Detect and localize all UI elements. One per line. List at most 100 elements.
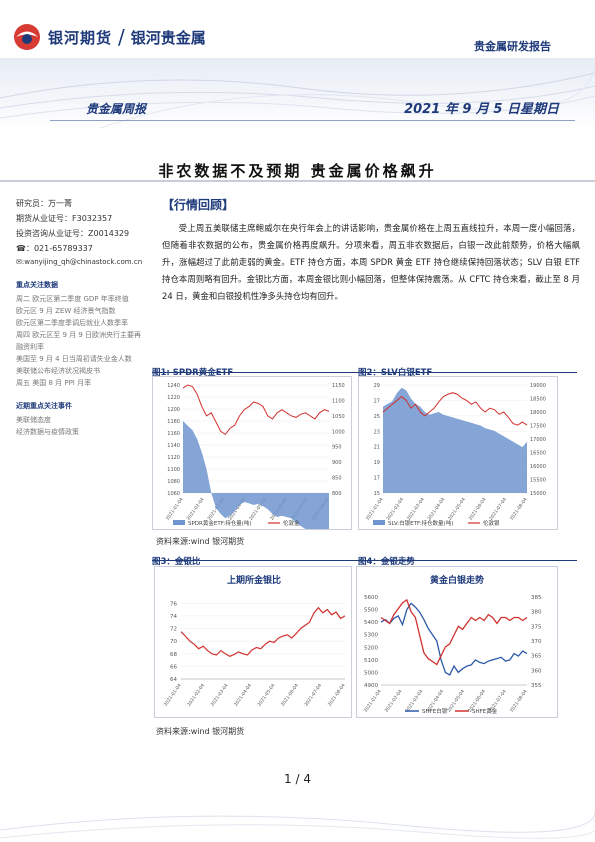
- legend-label-b: 伦敦银: [483, 519, 500, 527]
- series-line: [182, 384, 330, 436]
- y-right-tick: 385: [531, 595, 542, 601]
- x-tick: 2021-02-04: [384, 689, 404, 714]
- legend-swatch-a: [173, 520, 185, 525]
- event-heading: 近期重点关注事件: [16, 402, 72, 410]
- legend-label-b: SHFE黄金: [472, 707, 498, 715]
- y-left-tick: 5500: [364, 608, 378, 614]
- data-heading: 重点关注数据: [16, 281, 58, 289]
- page-title: 非农数据不及预期 贵金属价格飙升: [158, 162, 437, 180]
- fig3-label: 图3：金银比: [152, 557, 201, 567]
- source-note-2: 资料来源:wind 银河期货: [156, 727, 245, 736]
- y-right-tick: 19000: [530, 383, 546, 389]
- legend-label-b: 伦敦金: [283, 519, 300, 527]
- fig2-label: 图2：SLV白银ETF: [358, 368, 433, 378]
- x-tick: 2021-08-04: [509, 689, 529, 714]
- y-right-tick: 360: [531, 668, 542, 674]
- y-left-tick: 19: [374, 460, 380, 466]
- brand-block: 银河期货 / 银河贵金属: [12, 20, 206, 54]
- y-left-tick: 1120: [167, 455, 180, 461]
- data-list-item: 欧元区第二季度季调后就业人数季率: [16, 319, 128, 327]
- market-review-paragraph: 受上周五美联储主席鲍威尔在央行年会上的讲话影响，贵金属价格在上周五直线拉升，本周…: [162, 223, 580, 301]
- report-date: 2021 年 9 月 5 日星期日: [404, 102, 559, 117]
- report-series: 贵金属周报: [86, 102, 147, 116]
- y-right-tick: 15500: [530, 478, 546, 484]
- y-right-tick: 16500: [530, 451, 546, 457]
- y-right-tick: 355: [531, 683, 542, 689]
- y-right-tick: 800: [332, 491, 342, 497]
- y-left-tick: 29: [374, 383, 380, 389]
- y-left-tick: 1060: [167, 491, 180, 497]
- email[interactable]: ✉:wanyijing_qh@chinastock.com.cn: [16, 258, 143, 266]
- y-left-tick: 15: [374, 491, 380, 497]
- y-right-tick: 17000: [530, 437, 546, 443]
- y-right-tick: 1000: [332, 429, 345, 435]
- galaxy-logo-icon: [14, 24, 40, 50]
- section-heading: 【行情回顾】: [162, 198, 235, 212]
- y-left-tick: 25: [374, 414, 380, 420]
- x-tick: 2021-05-04: [256, 683, 276, 708]
- data-list-item: 美联储公布经济状况褐皮书: [16, 367, 100, 375]
- y-right-tick: 18000: [530, 410, 546, 416]
- y-tick: 76: [170, 601, 177, 607]
- fig4-label: 图4：金银走势: [358, 557, 415, 567]
- x-tick: 2021-01-04: [163, 683, 183, 708]
- y-left-tick: 27: [374, 398, 380, 404]
- page-number: 1 / 4: [284, 772, 311, 786]
- y-right-tick: 365: [531, 654, 542, 660]
- y-left-tick: 1080: [167, 479, 180, 485]
- y-left-tick: 5000: [364, 670, 378, 676]
- event-list-item: 美联储态度: [16, 416, 51, 424]
- y-right-tick: 1100: [332, 398, 345, 404]
- x-tick: 2021-02-04: [186, 683, 206, 708]
- y-right-tick: 18500: [530, 397, 546, 403]
- legend-label-a: SHFE白银: [422, 707, 448, 715]
- y-right-tick: 370: [531, 639, 542, 645]
- x-tick: 2021-06-04: [280, 683, 300, 708]
- figure-row-divider: [152, 372, 577, 373]
- data-list-item: 周五 美国 8 月 PPI 月率: [16, 379, 92, 387]
- y-left-tick: 21: [374, 445, 380, 451]
- brand-separator: /: [118, 25, 125, 49]
- series-line: [382, 392, 528, 426]
- y-tick: 70: [170, 639, 177, 645]
- y-right-tick: 15000: [530, 491, 546, 497]
- sidebar: 研究员：万一菁 期货从业证号：F3032357 投资咨询从业证号：Z001432…: [16, 196, 144, 438]
- y-left-tick: 5600: [364, 595, 378, 601]
- brand-subname: 银河贵金属: [130, 28, 206, 47]
- consult-license: 投资咨询从业证号：Z0014329: [16, 229, 130, 238]
- y-left-tick: 1240: [167, 383, 180, 389]
- x-tick: 2021-04-04: [233, 683, 253, 708]
- legend-label-a: SLV:白银ETF:持仓数量(吨): [388, 519, 453, 527]
- title-divider: [0, 180, 595, 182]
- data-list-item: 美国至 9 月 4 日当周初请失业金人数: [16, 355, 132, 363]
- source-note-1: 资料来源:wind 银河期货: [156, 537, 245, 546]
- y-left-tick: 1200: [167, 407, 180, 413]
- y-right-tick: 850: [332, 476, 342, 482]
- y-tick: 74: [170, 614, 177, 620]
- header-divider: [50, 120, 575, 121]
- chart-title: 黄金白银走势: [430, 574, 484, 586]
- y-right-tick: 16000: [530, 464, 546, 470]
- y-tick: 72: [170, 627, 177, 633]
- y-left-tick: 5300: [364, 633, 378, 639]
- x-tick: 2021-07-04: [303, 683, 323, 708]
- series-line: [380, 598, 528, 666]
- y-left-tick: 17: [374, 476, 380, 482]
- y-right-tick: 380: [531, 610, 542, 616]
- legend-label-a: SPDR黄金ETF:持仓量(吨): [188, 519, 252, 527]
- x-tick: 2021-05-04: [446, 689, 466, 714]
- y-left-tick: 1140: [167, 443, 180, 449]
- data-list-item: 周二 欧元区第二季度 GDP 年率终值: [16, 295, 129, 303]
- y-tick: 64: [170, 677, 177, 683]
- y-left-tick: 1100: [167, 467, 180, 473]
- y-left-tick: 5400: [364, 620, 378, 626]
- report-type: 贵金属研发报告: [474, 40, 551, 53]
- y-right-tick: 1150: [332, 383, 345, 389]
- x-tick: 2021-01-04: [363, 689, 383, 714]
- figure-row-divider-2: [152, 560, 577, 561]
- footer-decoration: [0, 810, 595, 839]
- chart-title: 上期所金银比: [227, 574, 281, 586]
- header-band: [0, 58, 595, 128]
- y-left-tick: 1220: [167, 395, 180, 401]
- data-list-item: 欧元区 9 月 ZEW 经济景气指数: [16, 307, 116, 315]
